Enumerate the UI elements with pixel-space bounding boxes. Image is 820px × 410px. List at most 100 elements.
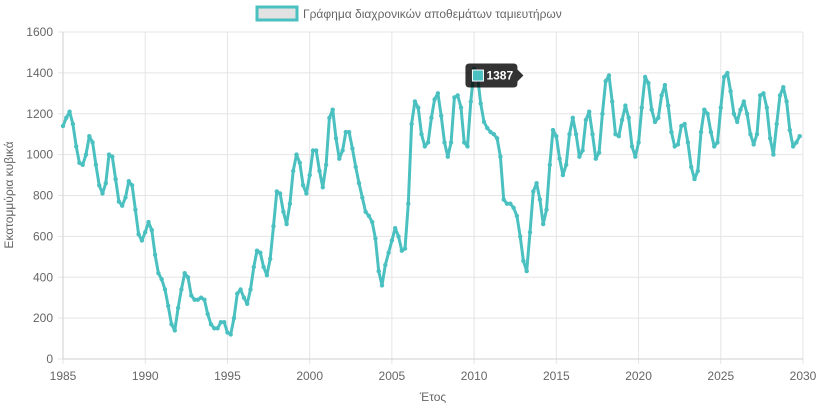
data-point[interactable] bbox=[274, 189, 279, 194]
data-point[interactable] bbox=[330, 107, 335, 112]
data-point[interactable] bbox=[231, 315, 237, 321]
data-point[interactable] bbox=[708, 129, 714, 135]
data-point[interactable] bbox=[300, 183, 306, 188]
data-point[interactable] bbox=[504, 201, 510, 206]
data-point[interactable] bbox=[751, 142, 756, 147]
data-point[interactable] bbox=[175, 305, 181, 311]
data-point[interactable] bbox=[406, 201, 411, 206]
data-point[interactable] bbox=[235, 291, 240, 296]
data-point[interactable] bbox=[439, 113, 444, 119]
data-point[interactable] bbox=[393, 226, 398, 231]
data-point[interactable] bbox=[198, 295, 204, 300]
data-point[interactable] bbox=[541, 221, 546, 227]
data-point[interactable] bbox=[790, 144, 796, 149]
data-point[interactable] bbox=[462, 140, 467, 145]
data-point[interactable] bbox=[619, 117, 625, 123]
data-point[interactable] bbox=[610, 99, 615, 104]
data-point[interactable] bbox=[518, 234, 523, 239]
data-point[interactable] bbox=[787, 127, 792, 133]
data-point[interactable] bbox=[465, 144, 470, 149]
data-point[interactable] bbox=[126, 179, 131, 184]
data-point[interactable] bbox=[797, 134, 802, 139]
data-point[interactable] bbox=[166, 303, 171, 309]
data-point[interactable] bbox=[360, 195, 365, 200]
data-point[interactable] bbox=[429, 115, 434, 121]
data-point[interactable] bbox=[767, 136, 773, 141]
data-point[interactable] bbox=[136, 232, 141, 237]
data-point[interactable] bbox=[669, 129, 674, 135]
data-point[interactable] bbox=[781, 85, 786, 90]
data-point[interactable] bbox=[70, 121, 76, 127]
data-point[interactable] bbox=[735, 119, 740, 125]
data-point[interactable] bbox=[712, 144, 717, 149]
data-point[interactable] bbox=[606, 73, 612, 78]
data-point[interactable] bbox=[764, 105, 769, 110]
data-point[interactable] bbox=[222, 320, 227, 325]
data-point[interactable] bbox=[682, 121, 687, 127]
data-point[interactable] bbox=[646, 80, 651, 86]
data-point[interactable] bbox=[304, 191, 309, 196]
data-point[interactable] bbox=[666, 103, 671, 108]
legend-swatch[interactable] bbox=[255, 5, 299, 22]
data-point[interactable] bbox=[577, 154, 582, 159]
data-point[interactable] bbox=[258, 250, 263, 255]
data-point[interactable] bbox=[333, 136, 339, 141]
data-point[interactable] bbox=[639, 105, 644, 110]
data-point[interactable] bbox=[455, 93, 460, 98]
data-point[interactable] bbox=[728, 89, 733, 94]
data-point[interactable] bbox=[110, 154, 115, 159]
data-point[interactable] bbox=[672, 144, 677, 149]
data-point[interactable] bbox=[123, 195, 128, 200]
data-point[interactable] bbox=[218, 320, 224, 325]
data-point[interactable] bbox=[346, 129, 352, 135]
data-point[interactable] bbox=[323, 162, 329, 167]
data-point[interactable] bbox=[537, 197, 543, 202]
data-point[interactable] bbox=[718, 105, 723, 110]
data-point[interactable] bbox=[228, 332, 233, 337]
data-point[interactable] bbox=[366, 213, 372, 219]
data-point[interactable] bbox=[287, 201, 293, 206]
data-point[interactable] bbox=[623, 103, 628, 108]
data-point[interactable] bbox=[616, 134, 621, 139]
data-point[interactable] bbox=[659, 93, 664, 98]
data-point[interactable] bbox=[662, 82, 668, 88]
data-point[interactable] bbox=[189, 293, 194, 298]
data-point[interactable] bbox=[494, 136, 500, 141]
data-point[interactable] bbox=[784, 99, 789, 104]
data-point[interactable] bbox=[139, 238, 145, 243]
data-point[interactable] bbox=[208, 322, 214, 327]
data-point[interactable] bbox=[501, 197, 506, 202]
data-point[interactable] bbox=[748, 132, 753, 137]
data-point[interactable] bbox=[564, 162, 569, 167]
data-point[interactable] bbox=[721, 74, 727, 80]
data-point[interactable] bbox=[580, 148, 585, 153]
data-point[interactable] bbox=[100, 191, 105, 196]
data-point[interactable] bbox=[74, 144, 79, 149]
data-point[interactable] bbox=[626, 115, 631, 121]
data-point[interactable] bbox=[458, 105, 464, 110]
data-point[interactable] bbox=[573, 132, 579, 137]
data-point[interactable] bbox=[297, 160, 302, 165]
data-point[interactable] bbox=[534, 181, 539, 186]
data-point[interactable] bbox=[600, 111, 605, 117]
data-point[interactable] bbox=[488, 129, 493, 135]
data-point[interactable] bbox=[744, 111, 750, 117]
data-point[interactable] bbox=[468, 99, 473, 104]
data-point[interactable] bbox=[159, 277, 164, 282]
data-point[interactable] bbox=[557, 156, 562, 161]
data-point[interactable] bbox=[550, 127, 556, 133]
data-point[interactable] bbox=[264, 273, 270, 278]
data-point[interactable] bbox=[271, 224, 276, 229]
data-point[interactable] bbox=[162, 287, 168, 292]
data-point[interactable] bbox=[481, 119, 487, 125]
data-point[interactable] bbox=[652, 119, 658, 125]
data-point[interactable] bbox=[570, 115, 575, 121]
data-point[interactable] bbox=[67, 109, 72, 114]
data-point[interactable] bbox=[396, 234, 401, 239]
data-point[interactable] bbox=[698, 129, 704, 135]
data-point[interactable] bbox=[103, 181, 109, 186]
data-point[interactable] bbox=[310, 148, 316, 153]
data-point[interactable] bbox=[383, 262, 388, 268]
data-point[interactable] bbox=[294, 152, 299, 157]
data-point[interactable] bbox=[419, 132, 424, 137]
